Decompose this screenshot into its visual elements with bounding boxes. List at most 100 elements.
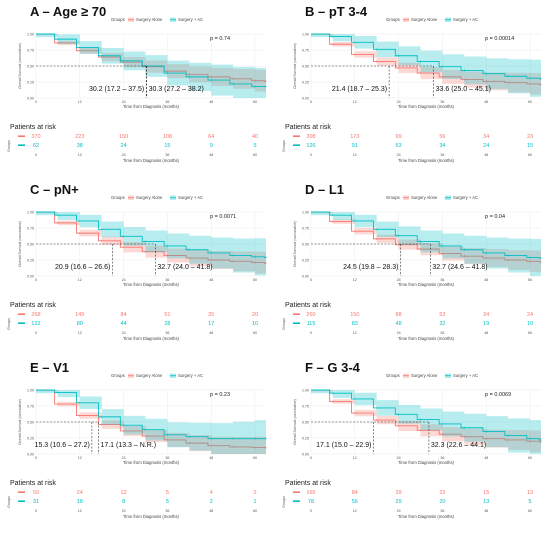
p-value: p = 0.00014 [485, 36, 514, 42]
legend-title: Groups [386, 17, 400, 22]
y-axis-label: Overall Survival (cumulative) [293, 221, 297, 267]
legend: Groups Surgery Alone Surgery + AC [111, 195, 203, 200]
km-chart: E – V1 Groups Surgery Alone Surgery + AC 0.0… [7, 360, 267, 519]
risk-count: 32 [439, 321, 445, 327]
y-tick-label: 0.00 [302, 96, 309, 100]
x-tick-label: 0 [310, 456, 312, 460]
survival-curve [36, 33, 266, 87]
x-tick-label: 48 [209, 456, 213, 460]
risk-count: 18 [77, 499, 83, 505]
risk-count: 88 [396, 312, 402, 318]
risk-x-tick: 12 [353, 331, 357, 335]
y-tick-label: 0.00 [302, 274, 309, 278]
risk-x-label: Time from Diagnosis (months) [398, 158, 455, 163]
km-panel: D – L1 Groups Surgery Alone Surgery + AC 0.0… [275, 178, 550, 356]
y-axis-label: Overall Survival (cumulative) [18, 221, 22, 267]
y-tick-label: 0.25 [302, 436, 309, 440]
risk-count: 126 [306, 143, 315, 149]
y-tick-label: 0.25 [302, 80, 309, 84]
median-label: 15.3 (10.6 – 27.2) [35, 442, 90, 449]
risk-count: 34 [439, 143, 445, 149]
legend-item-label: Surgery Alone [136, 195, 163, 200]
risk-table-ylabel: Groups [7, 140, 11, 152]
risk-table-ylabel: Groups [282, 496, 286, 508]
risk-count: 78 [308, 499, 314, 505]
risk-count: 145 [75, 312, 84, 318]
x-tick-label: 0 [35, 100, 37, 104]
median-label: 30.2 (17.2 – 37.5) [89, 86, 144, 93]
km-panel: A – Age ≥ 70 Groups Surgery Alone Surgery +… [0, 0, 275, 178]
legend-item-label: Surgery Alone [136, 373, 163, 378]
y-axis-label: Overall Survival (cumulative) [18, 399, 22, 445]
risk-count: 13 [527, 490, 533, 496]
risk-x-tick: 0 [35, 331, 37, 335]
risk-count: 83 [352, 321, 358, 327]
risk-count: 5 [529, 499, 532, 505]
km-chart: A – Age ≥ 70 Groups Surgery Alone Surgery +… [7, 4, 267, 163]
gridlines [310, 211, 541, 277]
survival-curve [311, 211, 541, 259]
x-tick-label: 36 [165, 278, 169, 282]
risk-count: 15 [483, 490, 489, 496]
risk-count: 108 [163, 134, 172, 140]
survival-curve [36, 211, 266, 258]
risk-count: 2 [254, 490, 257, 496]
x-tick-label: 12 [78, 100, 82, 104]
median-label: 32.7 (24.6 – 41.8) [432, 264, 487, 271]
x-tick-label: 36 [165, 100, 169, 104]
risk-count: 31 [33, 499, 39, 505]
legend-title: Groups [386, 373, 400, 378]
confidence-band [36, 390, 266, 454]
panel-title: A – Age ≥ 70 [30, 4, 106, 19]
confidence-band [311, 212, 541, 276]
panel-title: E – V1 [30, 360, 69, 375]
risk-table-ylabel: Groups [282, 318, 286, 330]
risk-count: 15 [164, 143, 170, 149]
y-tick-label: 0.25 [27, 80, 34, 84]
km-chart: F – G 3-4 Groups Surgery Alone Surgery + AC… [282, 360, 542, 519]
risk-count: 23 [527, 134, 533, 140]
x-tick-label: 36 [165, 456, 169, 460]
risk-count: 223 [75, 134, 84, 140]
risk-count: 35 [208, 312, 214, 318]
risk-count: 80 [77, 321, 83, 327]
risk-count: 34 [483, 134, 489, 140]
legend-item-label: Surgery + AC [453, 373, 478, 378]
x-axis-label: Time from Diagnosis (months) [398, 104, 455, 109]
risk-x-tick: 12 [353, 153, 357, 157]
x-axis-label: Time from Diagnosis (months) [398, 282, 455, 287]
x-tick-label: 48 [484, 456, 488, 460]
risk-table-ylabel: Groups [7, 318, 11, 330]
x-tick-label: 36 [440, 100, 444, 104]
risk-count: 115 [307, 321, 316, 327]
median-label: 32.3 (22.6 – 44.1) [431, 442, 486, 449]
risk-count: 5 [166, 499, 169, 505]
risk-count: 5 [166, 490, 169, 496]
x-axis-label: Time from Diagnosis (months) [123, 104, 180, 109]
survival-curve [311, 33, 541, 86]
risk-table-ylabel: Groups [7, 496, 11, 508]
confidence-band [311, 390, 541, 454]
confidence-band [36, 212, 266, 275]
legend: Groups Surgery Alone Surgery + AC [111, 17, 203, 22]
p-value: p = 0.74 [210, 36, 230, 42]
km-chart: C – pN+ Groups Surgery Alone Surgery + AC 0.… [7, 182, 267, 341]
panel-title: D – L1 [305, 182, 344, 197]
risk-count: 10 [252, 321, 258, 327]
legend-item-label: Surgery Alone [136, 17, 163, 22]
y-tick-label: 1.00 [302, 210, 309, 214]
x-axis-label: Time from Diagnosis (months) [123, 282, 180, 287]
x-tick-label: 12 [78, 278, 82, 282]
x-tick-label: 60 [253, 100, 257, 104]
y-tick-label: 0.25 [27, 258, 34, 262]
risk-count: 38 [77, 143, 83, 149]
confidence-band [311, 34, 541, 96]
y-axis-label: Overall Survival (cumulative) [18, 43, 22, 89]
y-tick-label: 0.00 [27, 452, 34, 456]
x-tick-label: 24 [397, 100, 401, 104]
legend: Groups Surgery Alone Surgery + AC [111, 373, 203, 378]
p-value: p = 0.04 [485, 214, 505, 220]
risk-x-label: Time from Diagnosis (months) [398, 514, 455, 519]
median-label: 20.9 (16.6 – 26.6) [55, 264, 110, 271]
risk-x-tick: 12 [78, 331, 82, 335]
